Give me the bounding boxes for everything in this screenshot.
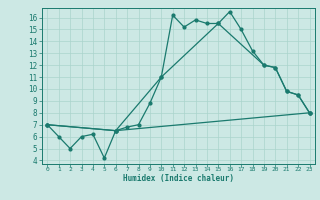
X-axis label: Humidex (Indice chaleur): Humidex (Indice chaleur) [123, 174, 234, 183]
